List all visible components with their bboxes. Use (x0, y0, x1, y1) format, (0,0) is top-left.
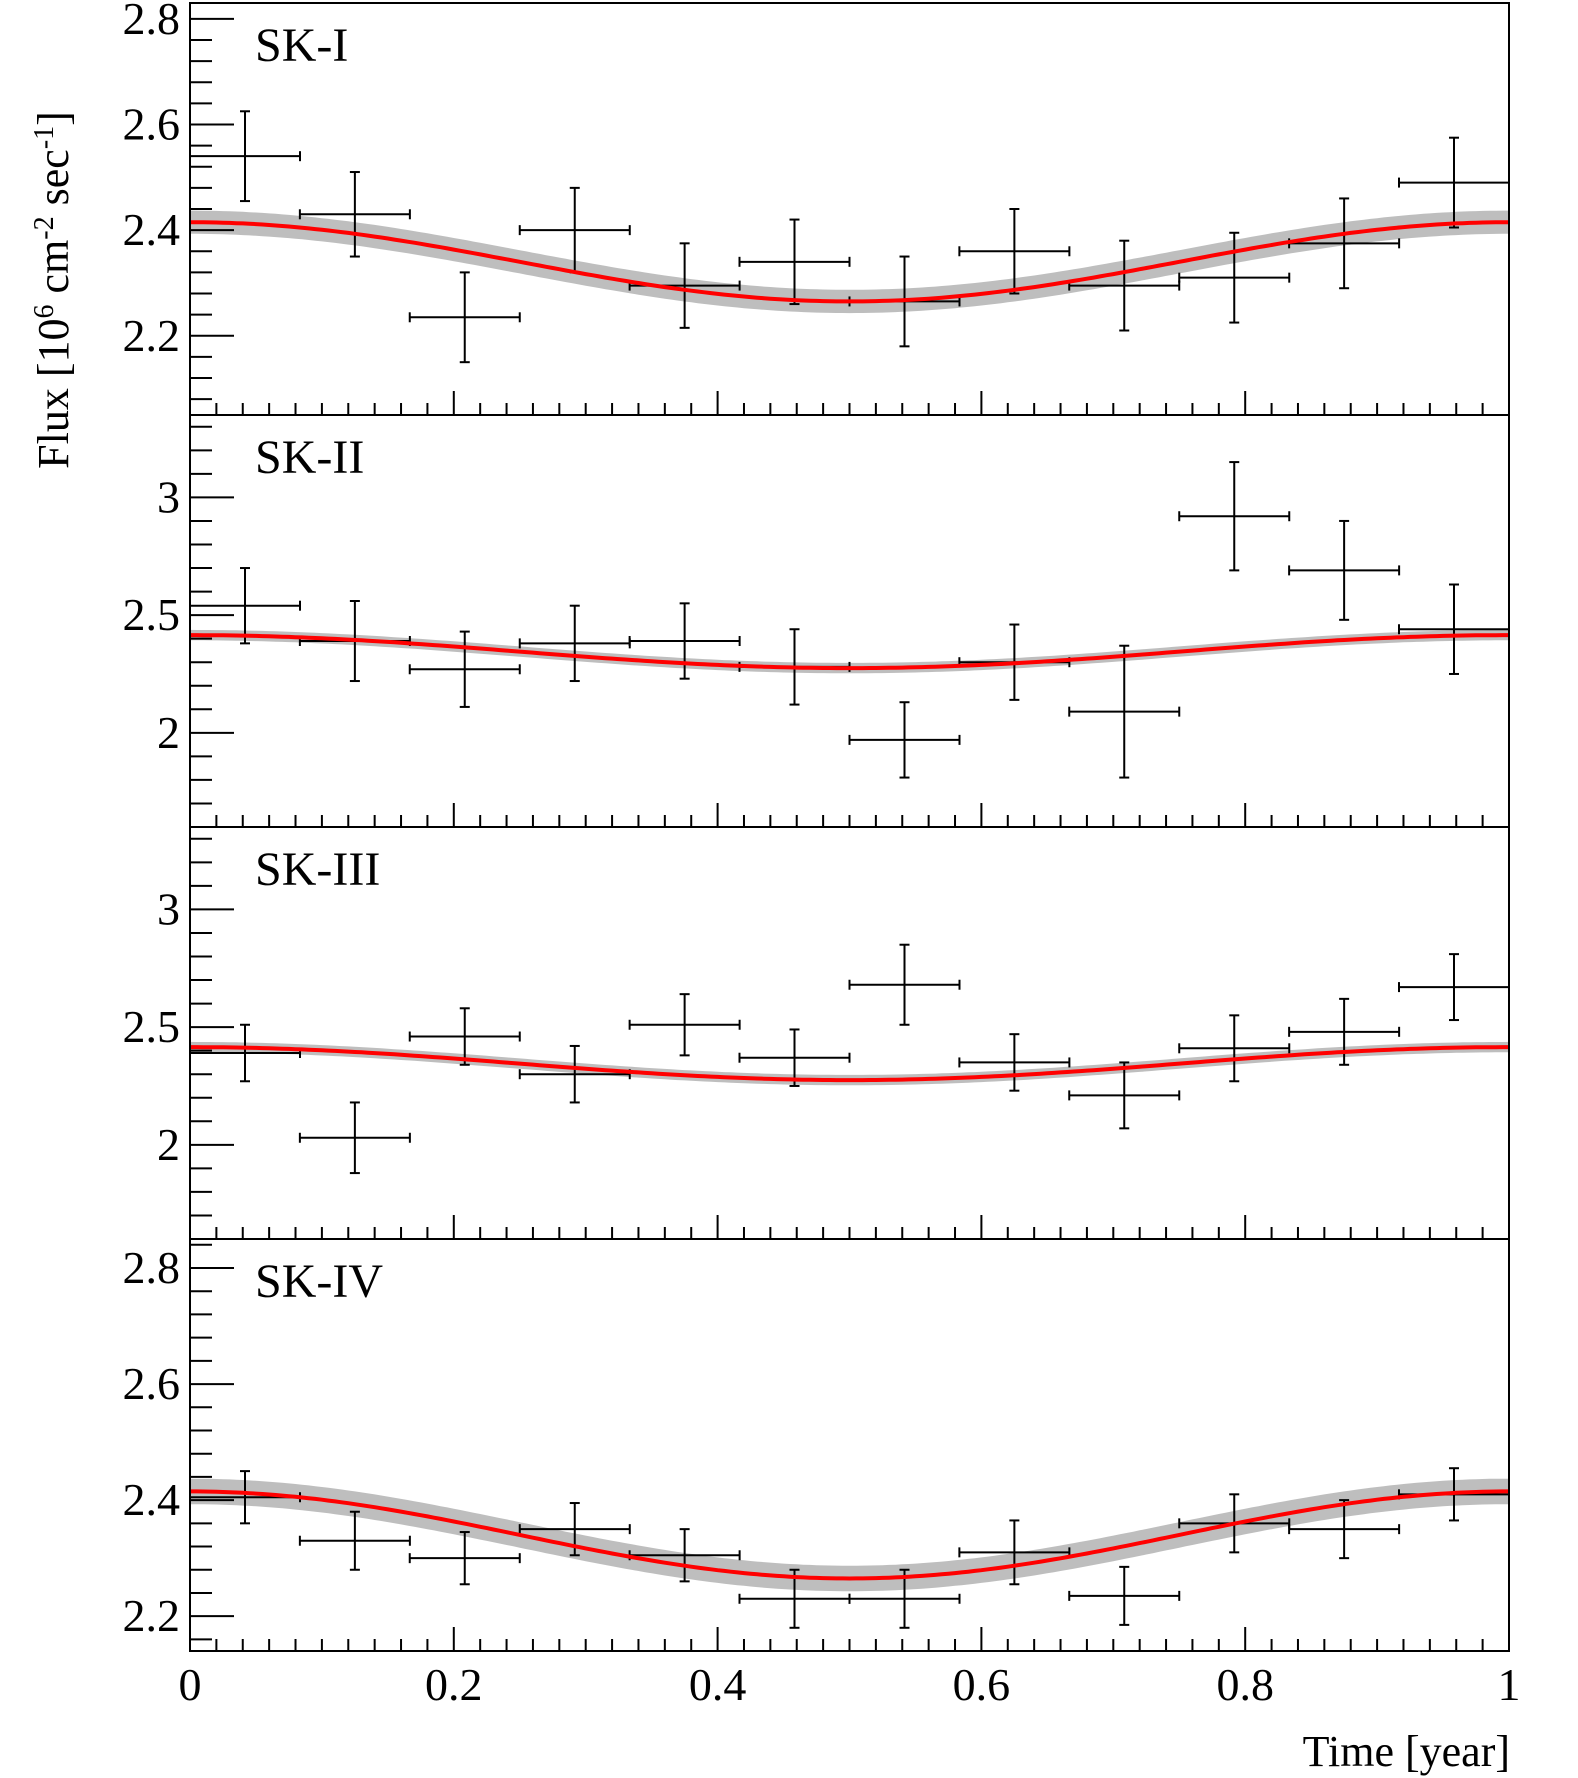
panel-title: SK-III (255, 843, 380, 896)
data-point (298, 1510, 411, 1571)
data-point (1178, 231, 1291, 324)
panel-plot-area (190, 461, 1509, 779)
panel-title: SK-I (255, 19, 348, 72)
data-point (628, 602, 741, 680)
fit-uncertainty-band (190, 1478, 1509, 1592)
x-axis-label: Time [year] (1303, 1727, 1510, 1776)
y-tick-label: 2.8 (123, 0, 181, 44)
data-point (628, 1528, 741, 1583)
data-point (408, 630, 521, 708)
y-tick-label: 2.6 (123, 1358, 181, 1409)
data-point (958, 1519, 1071, 1586)
y-tick-label: 2.4 (123, 1474, 181, 1525)
fit-curve (190, 1045, 1509, 1083)
panel-title: SK-II (255, 431, 364, 484)
data-point (628, 993, 741, 1057)
panel-4: 2.2 2.4 2.6 2.8 SK-IV (123, 1238, 1510, 1652)
x-tick-label: 0.6 (953, 1659, 1011, 1710)
y-tick-label: 2.4 (123, 204, 181, 255)
data-point (1288, 519, 1401, 621)
panel-2: 2 2.5 3 SK-II (123, 414, 1510, 828)
x-tick-label: 0.2 (425, 1659, 483, 1710)
y-tick-label: 2.5 (123, 1001, 181, 1052)
data-point (190, 567, 302, 645)
y-tick-label: 2.5 (123, 589, 181, 640)
data-point (738, 218, 851, 306)
y-tick-label: 2 (157, 707, 180, 758)
data-point (1397, 953, 1509, 1022)
data-point (1397, 136, 1509, 229)
data-point (1397, 583, 1509, 675)
fit-uncertainty-band (190, 1041, 1509, 1086)
data-point (518, 1044, 631, 1104)
data-point (1288, 197, 1401, 290)
data-point (848, 943, 961, 1026)
data-point (1068, 239, 1181, 332)
data-point (738, 1028, 851, 1087)
y-tick-label: 3 (157, 883, 180, 934)
data-point (408, 1531, 521, 1586)
fit-curve (190, 220, 1509, 304)
data-point (190, 1023, 302, 1083)
data-point (1068, 644, 1181, 779)
panel-title: SK-IV (255, 1255, 383, 1308)
x-tick-label: 0.8 (1216, 1659, 1274, 1710)
panel-1: 2.2 2.4 2.6 2.8 SK-I (123, 0, 1510, 416)
y-tick-label: 2.2 (123, 310, 181, 361)
x-tick-label: 1 (1498, 1659, 1521, 1710)
panel-frame (189, 2, 1510, 416)
panel-frame (189, 826, 1510, 1240)
y-tick-label: 2 (157, 1119, 180, 1170)
data-point (958, 1033, 1071, 1092)
data-point (408, 1007, 521, 1066)
data-point (408, 271, 521, 364)
panel-plot-area (190, 943, 1509, 1175)
panel-plot-area (190, 110, 1509, 364)
panel-plot-area (190, 1467, 1509, 1629)
y-tick-label: 2.2 (123, 1590, 181, 1641)
fit-curve (190, 1489, 1509, 1581)
data-point (958, 208, 1071, 295)
y-tick-label: 2.6 (123, 98, 181, 149)
y-tick-label: 3 (157, 471, 180, 522)
y-axis-label: Flux [106 cm-2 sec-1] (29, 111, 79, 469)
data-point (1178, 461, 1291, 572)
data-point (1068, 1565, 1181, 1626)
data-point (1288, 1499, 1401, 1560)
y-tick-label: 2.8 (123, 1242, 181, 1293)
x-tick-label: 0.4 (689, 1659, 747, 1710)
data-point (298, 171, 411, 258)
data-point (298, 1101, 411, 1175)
fit-curve (190, 633, 1509, 671)
data-point (848, 701, 961, 779)
x-tick-label: 0 (179, 1659, 202, 1710)
data-point (518, 604, 631, 683)
panel-3: 2 2.5 3 SK-III (123, 826, 1510, 1240)
panel-frame (189, 414, 1510, 828)
data-point (190, 110, 302, 203)
fit-uncertainty-band (190, 210, 1509, 314)
data-point (848, 1568, 961, 1629)
data-point (1178, 1014, 1291, 1083)
data-point (1068, 1061, 1181, 1130)
